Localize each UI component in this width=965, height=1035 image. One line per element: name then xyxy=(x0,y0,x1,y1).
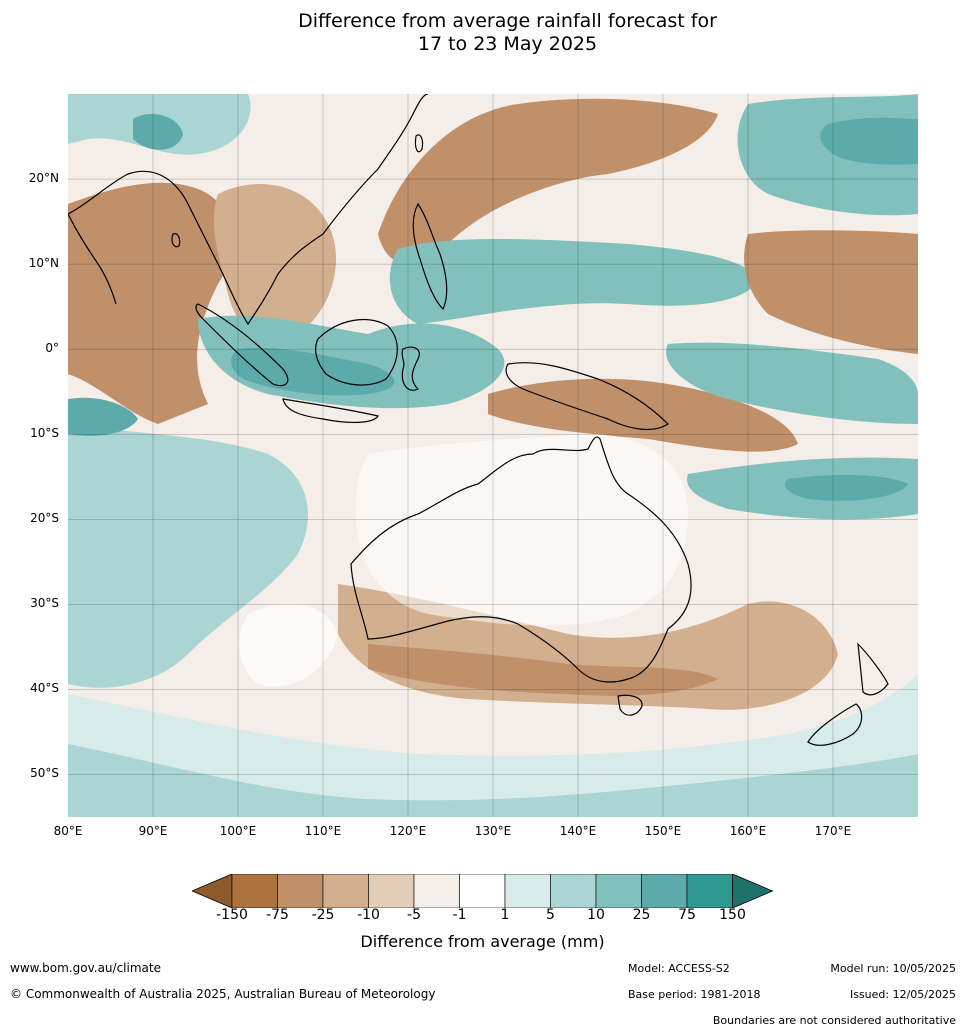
sulawesi-coastline xyxy=(401,346,420,391)
chart-title: Difference from average rainfall forecas… xyxy=(0,10,965,56)
new-zealand-coastline xyxy=(807,642,889,746)
lon-gridlines xyxy=(152,94,834,817)
lon-label: 140°E xyxy=(559,824,597,838)
new-guinea-coastline xyxy=(505,362,669,430)
borneo-coastline xyxy=(315,319,398,386)
footer-boundaries: Boundaries are not considered authoritat… xyxy=(712,1014,956,1027)
rainfall-region-dry-indochina xyxy=(213,184,337,342)
colorbar-tick-label: -150 xyxy=(216,907,248,923)
rainfall-region-wet-south-indian-ocean xyxy=(68,424,308,688)
colorbar-title: Difference from average (mm) xyxy=(360,932,605,951)
rainfall-region-wet-coral-sea-core xyxy=(784,474,908,501)
rainfall-region-neutral-bight-edge xyxy=(239,603,338,687)
colorbar-tick-label: 10 xyxy=(587,907,605,923)
lat-label: 20°N xyxy=(28,171,59,186)
rainfall-region-dry-south-australia xyxy=(368,644,718,696)
footer-base-period: Base period: 1981-2018 xyxy=(628,988,761,1001)
rainfall-region-wet-central-pacific xyxy=(389,239,758,324)
rainfall-region-neutral-australia xyxy=(355,434,688,626)
rainfall-map xyxy=(68,94,918,817)
colorbar-bin xyxy=(459,873,506,909)
lon-label: 160°E xyxy=(729,824,767,838)
rainfall-region-dry-west-pacific xyxy=(378,98,718,264)
lon-label: 150°E xyxy=(644,824,682,838)
rainfall-region-wet-myanmar xyxy=(133,114,183,150)
lon-label: 100°E xyxy=(219,824,257,838)
colorbar-bin xyxy=(504,873,551,909)
lat-label: 10°S xyxy=(30,426,59,441)
footer-model-run: Model run: 10/05/2025 xyxy=(830,962,956,975)
colorbar-bin xyxy=(550,873,597,909)
colorbar-tick-label: -25 xyxy=(311,907,335,923)
rainfall-region-wet-southern-ocean xyxy=(68,674,918,817)
lat-label: 10°N xyxy=(28,256,59,271)
colorbar-tick-label: 5 xyxy=(546,907,555,923)
colorbar-bin xyxy=(686,873,733,909)
footer-model: Model: ACCESS-S2 xyxy=(628,962,730,975)
colorbar-tick-label: 25 xyxy=(632,907,651,923)
lon-label: 120°E xyxy=(389,824,427,838)
footer-issued: Issued: 12/05/2025 xyxy=(849,988,956,1001)
java-coastline xyxy=(282,398,379,423)
colorbar-tick-label: -1 xyxy=(452,907,467,923)
colorbar xyxy=(190,873,774,912)
rainfall-region-wet-southeast-pacific xyxy=(666,342,918,424)
colorbar-tick-label: 75 xyxy=(678,907,696,923)
lat-label: 50°S xyxy=(30,766,59,781)
sumatra-coastline xyxy=(195,303,289,387)
lon-label: 80°E xyxy=(53,824,83,838)
colorbar-tick-label: 150 xyxy=(719,907,746,923)
title-line-2: 17 to 23 May 2025 xyxy=(417,33,598,55)
rainfall-region-dry-south-asia xyxy=(68,182,232,424)
rainfall-region-wet-southern-ocean-core xyxy=(68,744,918,817)
lon-label: 90°E xyxy=(138,824,168,838)
colorbar-bin xyxy=(368,873,415,909)
colorbar-svg xyxy=(190,873,774,909)
colorbar-tick-label: -10 xyxy=(357,907,380,923)
colorbar-tick-label: 1 xyxy=(500,907,510,923)
sri-lanka-coastline xyxy=(171,233,181,248)
colorbar-tick-label: -5 xyxy=(407,907,421,923)
colorbar-extend-high xyxy=(732,873,774,909)
colorbar-bin xyxy=(413,873,460,909)
colorbar-bin xyxy=(322,873,369,909)
rainfall-region-wet-indian-ocean-core xyxy=(68,397,138,436)
colorbar-bin xyxy=(641,873,688,909)
lat-label: 20°S xyxy=(30,511,59,526)
footer-copyright: © Commonwealth of Australia 2025, Austra… xyxy=(10,987,436,1001)
india-coastline xyxy=(68,213,117,305)
tasmania-coastline xyxy=(617,694,643,716)
lat-label: 0° xyxy=(45,341,59,356)
map-svg xyxy=(68,94,918,817)
colorbar-bin xyxy=(277,873,324,909)
footer-website: www.bom.gov.au/climate xyxy=(10,961,161,975)
lon-label: 130°E xyxy=(474,824,512,838)
title-line-1: Difference from average rainfall forecas… xyxy=(298,10,717,32)
lat-label: 40°S xyxy=(30,681,59,696)
colorbar-bin xyxy=(595,873,642,909)
lon-label: 110°E xyxy=(304,824,342,838)
rainfall-region-dry-east-pacific xyxy=(744,230,918,354)
rainfall-region-dry-new-guinea xyxy=(488,378,798,452)
colorbar-tick-label: -75 xyxy=(266,907,289,923)
lat-label: 30°S xyxy=(30,596,59,611)
rainfall-region-wet-northeast-core xyxy=(820,117,918,165)
lat-gridlines xyxy=(68,178,918,775)
taiwan-coastline xyxy=(414,134,424,153)
australia-coastline xyxy=(350,436,692,683)
colorbar-bin xyxy=(231,873,278,909)
lon-label: 170°E xyxy=(814,824,852,838)
colorbar-extend-low xyxy=(190,873,233,909)
asia-mainland-coastline xyxy=(68,94,429,326)
philippines-coastline xyxy=(412,202,448,311)
